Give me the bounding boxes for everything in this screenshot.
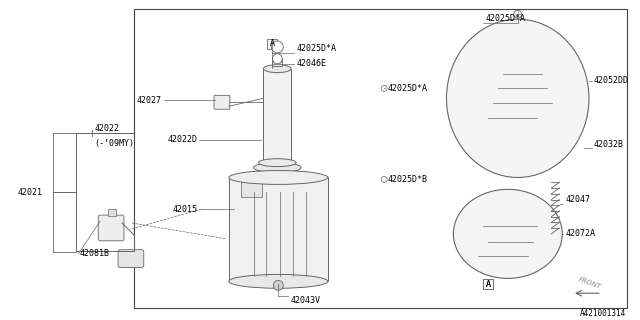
FancyBboxPatch shape bbox=[118, 250, 144, 268]
Bar bbox=[108, 209, 116, 216]
Text: 42081B: 42081B bbox=[79, 249, 109, 258]
Text: 42072A: 42072A bbox=[565, 229, 595, 238]
Text: 42015: 42015 bbox=[172, 204, 197, 214]
Circle shape bbox=[271, 41, 284, 53]
Ellipse shape bbox=[453, 189, 562, 278]
Text: 42022: 42022 bbox=[94, 124, 119, 133]
Ellipse shape bbox=[264, 65, 291, 73]
Text: 42032B: 42032B bbox=[594, 140, 624, 149]
Text: FRONT: FRONT bbox=[577, 276, 602, 290]
Text: A421001314: A421001314 bbox=[580, 308, 627, 317]
Bar bbox=[483, 279, 493, 289]
Bar bbox=[264, 69, 291, 168]
FancyBboxPatch shape bbox=[99, 215, 124, 241]
Ellipse shape bbox=[253, 163, 301, 172]
FancyBboxPatch shape bbox=[214, 95, 230, 109]
Text: 42025D*A: 42025D*A bbox=[296, 44, 336, 53]
Text: (-’09MY): (-’09MY) bbox=[94, 139, 134, 148]
Bar bbox=[483, 279, 493, 289]
Ellipse shape bbox=[447, 19, 589, 178]
Ellipse shape bbox=[259, 159, 296, 167]
Text: A: A bbox=[486, 280, 490, 289]
Text: 42043V: 42043V bbox=[290, 296, 320, 305]
Circle shape bbox=[381, 85, 387, 92]
Ellipse shape bbox=[229, 171, 328, 184]
Text: A: A bbox=[486, 280, 490, 289]
Bar bbox=[134, 9, 627, 308]
Text: 42046E: 42046E bbox=[296, 59, 326, 68]
Text: 42025D*A: 42025D*A bbox=[387, 84, 427, 93]
Text: 42021: 42021 bbox=[18, 188, 43, 197]
Circle shape bbox=[514, 10, 522, 18]
Bar bbox=[268, 39, 277, 49]
Text: 42025D*B: 42025D*B bbox=[387, 175, 427, 184]
Text: A: A bbox=[270, 39, 275, 48]
Text: 42027: 42027 bbox=[136, 96, 161, 105]
Circle shape bbox=[273, 54, 282, 64]
Text: 42022D: 42022D bbox=[167, 135, 197, 144]
Bar bbox=[241, 180, 262, 197]
Bar bbox=[273, 58, 282, 66]
Text: 42025D*A: 42025D*A bbox=[485, 14, 525, 23]
Ellipse shape bbox=[229, 275, 328, 288]
Text: 42052DD: 42052DD bbox=[594, 76, 629, 85]
Circle shape bbox=[381, 177, 387, 182]
Circle shape bbox=[273, 280, 284, 290]
Bar bbox=[229, 178, 328, 281]
Text: 42047: 42047 bbox=[565, 195, 590, 204]
